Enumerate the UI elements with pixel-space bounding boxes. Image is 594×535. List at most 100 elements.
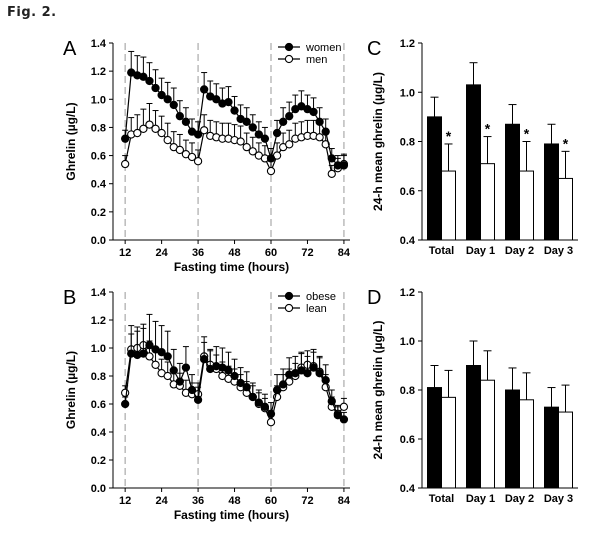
data-point — [121, 159, 130, 169]
panel-a: A 0.0 0.2 0.4 0.6 0.8 1.0 1.2 1.4 12 24 36 48 60 72 84 F… — [63, 38, 351, 274]
data-point — [200, 355, 209, 364]
y-tick-label: 1.0 — [91, 94, 106, 106]
panel-letter: D — [367, 287, 381, 309]
y-tick-label: 1.4 — [91, 38, 107, 50]
y-tick-label: 0.0 — [91, 235, 106, 247]
data-point — [285, 140, 294, 149]
data-point — [169, 366, 178, 375]
bar-men — [558, 177, 573, 241]
panel-letter: A — [63, 38, 77, 60]
bar-obese — [427, 387, 442, 489]
y-tick-label: 1.2 — [400, 38, 415, 50]
data-point — [133, 128, 142, 138]
significance-marker: * — [485, 121, 491, 137]
data-point — [315, 133, 324, 142]
bar-obese — [544, 406, 559, 489]
data-point — [163, 352, 172, 361]
data-point — [157, 128, 166, 138]
y-tick-label: 0.4 — [91, 179, 107, 191]
bar-obese — [466, 365, 481, 489]
y-tick-label: 1.0 — [91, 343, 106, 355]
data-point — [145, 341, 154, 350]
data-point — [200, 126, 209, 135]
x-tick-label: 36 — [192, 495, 204, 507]
legend-label: obese — [306, 291, 336, 303]
data-point — [187, 385, 197, 395]
data-point — [163, 371, 172, 381]
series-men — [121, 103, 349, 179]
panel-letter: B — [63, 287, 76, 309]
data-point — [175, 112, 184, 121]
x-tick-label: Day 3 — [544, 245, 573, 257]
data-point — [230, 371, 239, 381]
y-tick-label: 0.6 — [400, 434, 415, 446]
x-tick-label: Total — [429, 245, 454, 257]
data-point — [339, 402, 349, 411]
data-point — [224, 97, 233, 107]
data-point — [279, 117, 288, 126]
data-point — [236, 378, 245, 388]
data-point — [236, 137, 245, 146]
data-point — [333, 411, 342, 420]
x-tick-label: 12 — [119, 495, 131, 507]
series-obese — [121, 313, 349, 424]
legend-label: women — [305, 42, 341, 54]
x-tick-label: 48 — [228, 247, 240, 259]
data-point — [139, 349, 148, 358]
y-tick-label: 1.2 — [91, 66, 106, 78]
data-point — [254, 130, 263, 139]
data-point — [181, 363, 191, 372]
data-point — [193, 130, 203, 139]
x-tick-label: Day 2 — [505, 245, 534, 257]
legend-marker — [284, 54, 294, 64]
data-point — [327, 169, 336, 179]
y-tick-label: 0.4 — [400, 483, 416, 495]
y-axis-label: Ghrelin (µg/L) — [64, 102, 78, 180]
data-point — [266, 154, 276, 163]
bar-women — [427, 116, 442, 241]
y-axis-label: 24-h mean ghrelin (µg/L) — [371, 72, 385, 211]
bar-lean — [480, 379, 495, 489]
x-tick-label: Day 1 — [466, 493, 495, 505]
bar-men — [441, 170, 456, 241]
x-tick-label: 72 — [301, 247, 313, 259]
data-point — [327, 397, 336, 406]
data-point — [272, 128, 282, 138]
panel-c: C 0.4 0.6 0.8 1.0 1.2 24-h mean ghrelin (µg/L)… — [367, 38, 578, 257]
x-axis-label: Fasting time (hours) — [174, 260, 289, 274]
bar-lean — [441, 396, 456, 489]
data-point — [163, 95, 172, 104]
panel-b: B 0.0 0.2 0.4 0.6 0.8 1.0 1.2 1.4 12 24 36 48 60 72 84 F… — [63, 287, 351, 522]
y-tick-label: 0.6 — [91, 399, 106, 411]
data-point — [242, 383, 251, 392]
data-point — [181, 117, 191, 126]
bar-women — [544, 143, 559, 241]
x-tick-label: 60 — [265, 247, 277, 259]
x-tick-label: Total — [429, 493, 454, 505]
data-point — [145, 120, 154, 129]
data-point — [187, 152, 197, 162]
x-tick-label: Day 3 — [544, 493, 573, 505]
data-point — [248, 123, 257, 132]
data-point — [272, 385, 282, 395]
y-tick-label: 1.0 — [400, 336, 415, 348]
data-point — [254, 398, 263, 407]
figure-label: Fig. 2. — [7, 5, 57, 20]
legend-label: men — [306, 54, 327, 66]
y-tick-label: 0.8 — [400, 137, 415, 149]
data-point — [309, 107, 318, 117]
x-tick-label: 48 — [228, 495, 240, 507]
y-tick-label: 0.6 — [400, 186, 415, 198]
data-point — [303, 369, 312, 378]
data-point — [315, 117, 324, 126]
data-point — [339, 415, 349, 424]
data-point — [151, 124, 160, 133]
data-point — [266, 418, 276, 427]
x-tick-label: Day 1 — [466, 245, 495, 257]
data-point — [315, 369, 324, 378]
data-point — [279, 380, 288, 389]
legend-marker — [284, 42, 294, 52]
data-point — [260, 134, 270, 143]
series-women — [121, 50, 349, 170]
